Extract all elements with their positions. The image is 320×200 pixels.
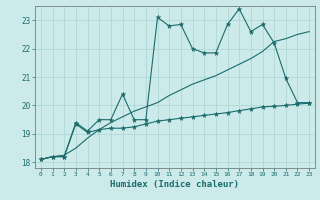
X-axis label: Humidex (Indice chaleur): Humidex (Indice chaleur) xyxy=(110,180,239,189)
